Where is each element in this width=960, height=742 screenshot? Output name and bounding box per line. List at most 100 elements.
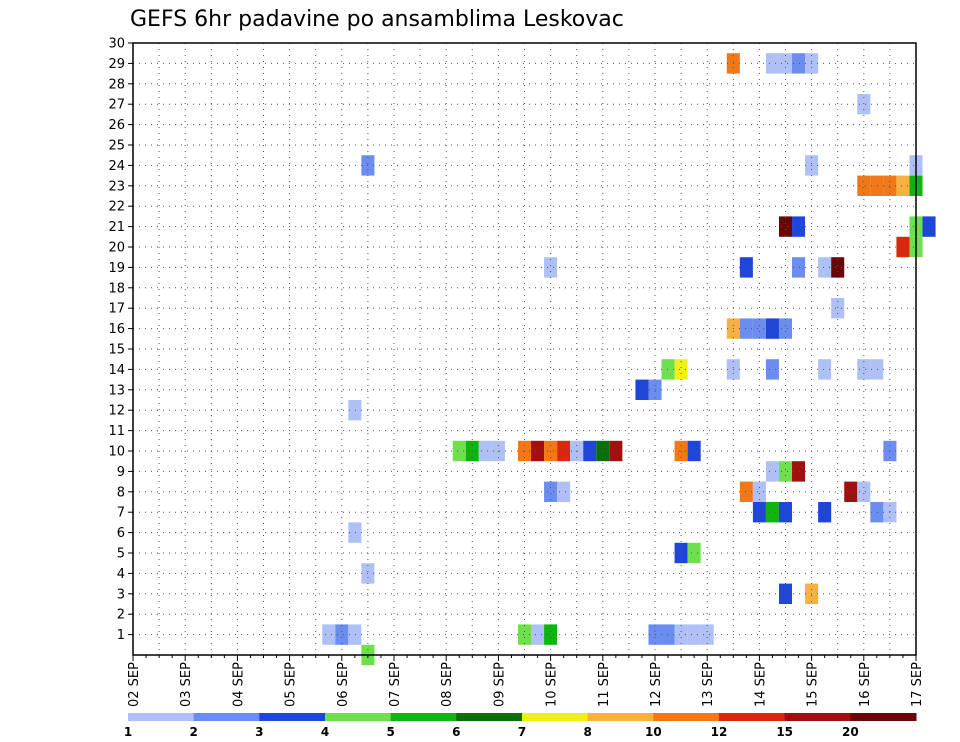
- heatmap-cell: [635, 379, 649, 400]
- heatmap-cell: [739, 318, 753, 339]
- y-tick-label: 28: [108, 77, 125, 92]
- heatmap-cell: [857, 175, 871, 196]
- heatmap-cell: [531, 440, 545, 462]
- colorbar-swatch: [522, 713, 589, 721]
- heatmap-cell: [544, 257, 558, 278]
- y-tick-label: 14: [108, 363, 125, 378]
- heatmap-cell: [857, 359, 871, 380]
- colorbar-swatch: [193, 713, 260, 721]
- colorbar-label: 5: [386, 725, 394, 739]
- y-tick-label: 24: [108, 159, 125, 174]
- heatmap-cell: [478, 440, 492, 462]
- y-tick-label: 26: [108, 118, 125, 133]
- heatmap-cell: [896, 236, 910, 258]
- colorbar-label: 2: [189, 725, 197, 739]
- heatmap-cell: [544, 624, 558, 645]
- heatmap-cell: [831, 257, 845, 278]
- y-tick-label: 11: [108, 424, 125, 439]
- heatmap-cell: [335, 624, 349, 645]
- heatmap-cell: [857, 94, 871, 115]
- colorbar-label: 15: [776, 725, 793, 739]
- heatmap-cell: [765, 502, 779, 523]
- heatmap-cell: [765, 461, 779, 482]
- y-tick-label: 17: [108, 302, 125, 317]
- heatmap-cell: [544, 481, 558, 502]
- heatmap-cell: [674, 359, 688, 380]
- heatmap-cell: [778, 461, 793, 482]
- heatmap-cell: [452, 440, 466, 462]
- colorbar-label: 6: [452, 725, 460, 739]
- colorbar-label: 4: [321, 725, 329, 739]
- y-tick-label: 10: [108, 445, 125, 460]
- y-tick-label: 3: [117, 587, 125, 602]
- heatmap-cell: [517, 624, 532, 645]
- heatmap-cell: [778, 318, 793, 339]
- x-tick-label: 16 SEP: [858, 662, 873, 707]
- heatmap-cell: [700, 624, 714, 645]
- heatmap-cell: [752, 318, 766, 339]
- heatmap-cell: [739, 481, 753, 502]
- colorbar-label: 20: [842, 725, 859, 739]
- heatmap-cell: [922, 216, 936, 237]
- heatmap-cell: [778, 502, 793, 523]
- y-tick-label: 7: [117, 506, 125, 521]
- heatmap-cell: [765, 318, 779, 339]
- colorbar-swatch: [850, 713, 917, 721]
- y-tick-label: 27: [108, 98, 125, 113]
- heatmap-cell: [778, 53, 793, 74]
- colorbar-swatch: [784, 713, 851, 721]
- heatmap-cell: [778, 583, 793, 604]
- colorbar-label: 7: [518, 725, 526, 739]
- y-tick-label: 20: [108, 241, 125, 256]
- heatmap-cell: [778, 216, 793, 237]
- chart-title: GEFS 6hr padavine po ansamblima Leskovac: [130, 7, 624, 32]
- heatmap-cell: [322, 624, 336, 645]
- y-tick-label: 29: [108, 57, 125, 72]
- y-tick-label: 6: [117, 526, 125, 541]
- heatmap-cell: [765, 53, 779, 74]
- y-tick-label: 22: [108, 200, 125, 215]
- y-tick-label: 18: [108, 281, 125, 296]
- heatmap-cell: [818, 502, 832, 523]
- heatmap-cell: [792, 257, 806, 278]
- heatmap-cell: [792, 53, 806, 74]
- heatmap-cells: [322, 53, 936, 666]
- grid-lines: [133, 43, 916, 655]
- colorbar-label: 1: [124, 725, 132, 739]
- colorbar-swatch: [259, 713, 326, 721]
- heatmap-cell: [752, 502, 766, 523]
- heatmap-cell: [609, 440, 623, 462]
- colorbar-label: 3: [255, 725, 263, 739]
- heatmap-cell: [752, 481, 766, 502]
- y-tick-label: 9: [117, 465, 125, 480]
- y-tick-label: 30: [108, 37, 125, 52]
- y-tick-label: 1: [117, 628, 125, 643]
- heatmap-cell: [818, 257, 832, 278]
- heatmap-cell: [831, 298, 845, 319]
- colorbar-label: 10: [645, 725, 662, 739]
- y-tick-label: 23: [108, 179, 125, 194]
- heatmap-cell: [765, 359, 779, 380]
- heatmap-cell: [870, 175, 884, 196]
- heatmap-cell: [557, 440, 571, 462]
- heatmap-cell: [557, 481, 571, 502]
- colorbar-label: 8: [583, 725, 591, 739]
- x-tick-label: 12 SEP: [649, 662, 664, 707]
- colorbar-swatch: [325, 713, 392, 721]
- x-axis: 02 SEP 03 SEP 04 SEP 05 SEP 06 SEP 07 SEP 08 S…: [127, 655, 925, 707]
- x-tick-label: 08 SEP: [440, 662, 455, 707]
- x-tick-label: 04 SEP: [231, 662, 246, 707]
- x-tick-label: 02 SEP: [127, 662, 142, 707]
- heatmap-cell: [687, 440, 701, 462]
- heatmap-cell: [844, 481, 858, 502]
- y-tick-label: 12: [108, 404, 125, 419]
- heatmap-cell: [661, 624, 675, 645]
- y-tick-label: 15: [108, 343, 125, 358]
- colorbar-swatch: [456, 713, 523, 721]
- x-tick-label: 15 SEP: [806, 662, 821, 707]
- heatmap-cell: [818, 359, 832, 380]
- heatmap-cell: [348, 522, 362, 543]
- x-tick-label: 17 SEP: [910, 662, 925, 707]
- heatmap-cell: [531, 624, 545, 645]
